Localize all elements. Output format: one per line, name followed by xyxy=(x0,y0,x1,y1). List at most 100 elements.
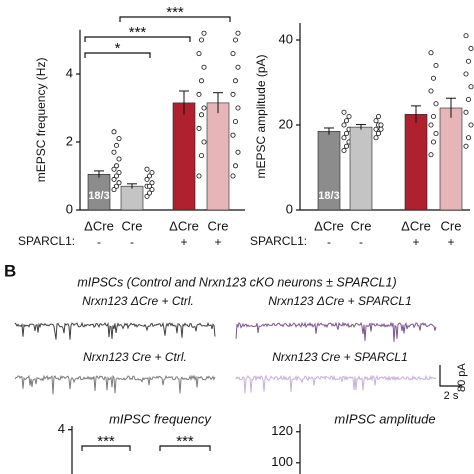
x-tick-label: Cre xyxy=(351,218,372,233)
y-tick-label: 2 xyxy=(66,133,73,148)
sparcl1-sign: + xyxy=(412,235,419,249)
trace xyxy=(14,321,216,340)
x-tick-label: ΔCre xyxy=(169,218,199,233)
data-point xyxy=(463,71,469,77)
trace xyxy=(235,374,437,394)
significance-bracket xyxy=(119,16,231,22)
data-point xyxy=(232,78,238,84)
data-point xyxy=(430,139,436,145)
data-point xyxy=(198,37,204,43)
bar-label: 18/3 xyxy=(318,190,339,202)
chart-title: mIPSC amplitude xyxy=(334,411,435,426)
data-point xyxy=(146,190,152,196)
data-point xyxy=(111,176,117,182)
data-point xyxy=(114,183,120,189)
data-point xyxy=(149,180,155,186)
data-point xyxy=(378,122,384,128)
data-point xyxy=(149,170,155,176)
sparcl1-sign: - xyxy=(327,235,331,249)
data-point xyxy=(430,75,436,81)
y-tick-label: 4 xyxy=(66,65,73,80)
data-point xyxy=(375,114,381,120)
data-point xyxy=(116,170,122,176)
x-tick-label: Cre xyxy=(208,218,229,233)
panel-title: mIPSCs (Control and Nrxn123 cKO neurons … xyxy=(77,275,396,289)
data-point xyxy=(235,30,241,36)
sparcl1-sign: + xyxy=(447,235,454,249)
data-point xyxy=(343,130,349,136)
y-tick-label: 120 xyxy=(271,423,293,438)
data-point xyxy=(196,51,202,57)
data-point xyxy=(232,163,238,169)
x-tick-label: Cre xyxy=(441,218,462,233)
data-point xyxy=(230,51,236,57)
data-point xyxy=(114,173,120,179)
x-tick-label: ΔCre xyxy=(314,218,344,233)
data-point xyxy=(468,84,474,90)
y-tick-label: 40 xyxy=(279,31,293,46)
data-point xyxy=(463,109,469,115)
data-point xyxy=(341,147,347,153)
data-point xyxy=(232,37,238,43)
bar xyxy=(172,102,196,211)
data-point xyxy=(465,58,471,64)
data-point xyxy=(201,64,207,70)
trace xyxy=(235,321,437,342)
data-point xyxy=(116,180,122,186)
data-point xyxy=(468,122,474,128)
significance-bracket xyxy=(84,52,151,58)
significance-bracket xyxy=(81,445,131,451)
data-point xyxy=(144,176,150,182)
data-point xyxy=(111,129,117,135)
bar xyxy=(349,126,373,211)
data-point xyxy=(235,105,241,111)
scale-label: 2 s xyxy=(444,390,459,402)
y-axis-label: mEPSC amplitude (pA) xyxy=(254,54,268,178)
data-point xyxy=(463,33,469,39)
data-point xyxy=(196,91,202,97)
data-point xyxy=(373,126,379,132)
y-tick-label: 20 xyxy=(279,116,293,131)
data-point xyxy=(341,109,347,115)
sparcl1-sign: + xyxy=(180,235,187,249)
data-point xyxy=(465,135,471,141)
sparcl1-sign: - xyxy=(97,235,101,249)
data-point xyxy=(428,88,434,94)
data-point xyxy=(343,143,349,149)
scale-label: 80 pA xyxy=(456,363,468,392)
significance-label: *** xyxy=(166,4,184,21)
data-point xyxy=(196,173,202,179)
data-point xyxy=(201,105,207,111)
trace-label: Nrxn123 ΔCre + SPARCL1 xyxy=(268,294,412,308)
trace-label: Nrxn123 Cre + SPARCL1 xyxy=(272,350,408,364)
data-point xyxy=(346,114,352,120)
data-point xyxy=(198,153,204,159)
data-point xyxy=(198,112,204,118)
sparcl1-sign: + xyxy=(214,235,221,249)
data-point xyxy=(144,193,150,199)
sparcl1-label: SPARCL1: xyxy=(250,234,307,248)
data-point xyxy=(428,122,434,128)
data-point xyxy=(341,122,347,128)
chart-title: mIPSC frequency xyxy=(109,411,212,426)
y-tick-label: 0 xyxy=(286,201,293,216)
significance-bracket xyxy=(159,445,211,451)
data-point xyxy=(433,63,439,69)
data-point xyxy=(111,187,117,193)
data-point xyxy=(373,135,379,141)
trace xyxy=(14,374,216,395)
trace-label: Nrxn123 Cre + Ctrl. xyxy=(83,350,187,364)
data-point xyxy=(433,130,439,136)
data-point xyxy=(341,135,347,141)
data-point xyxy=(428,152,434,158)
y-tick-label: 4 xyxy=(58,421,65,436)
data-point xyxy=(149,187,155,193)
sparcl1-label: SPARCL1: xyxy=(18,234,75,248)
data-point xyxy=(235,64,241,70)
data-point xyxy=(375,130,381,136)
data-point xyxy=(230,91,236,97)
data-point xyxy=(201,30,207,36)
data-point xyxy=(463,143,469,149)
data-point xyxy=(114,163,120,169)
sparcl1-sign: - xyxy=(359,235,363,249)
